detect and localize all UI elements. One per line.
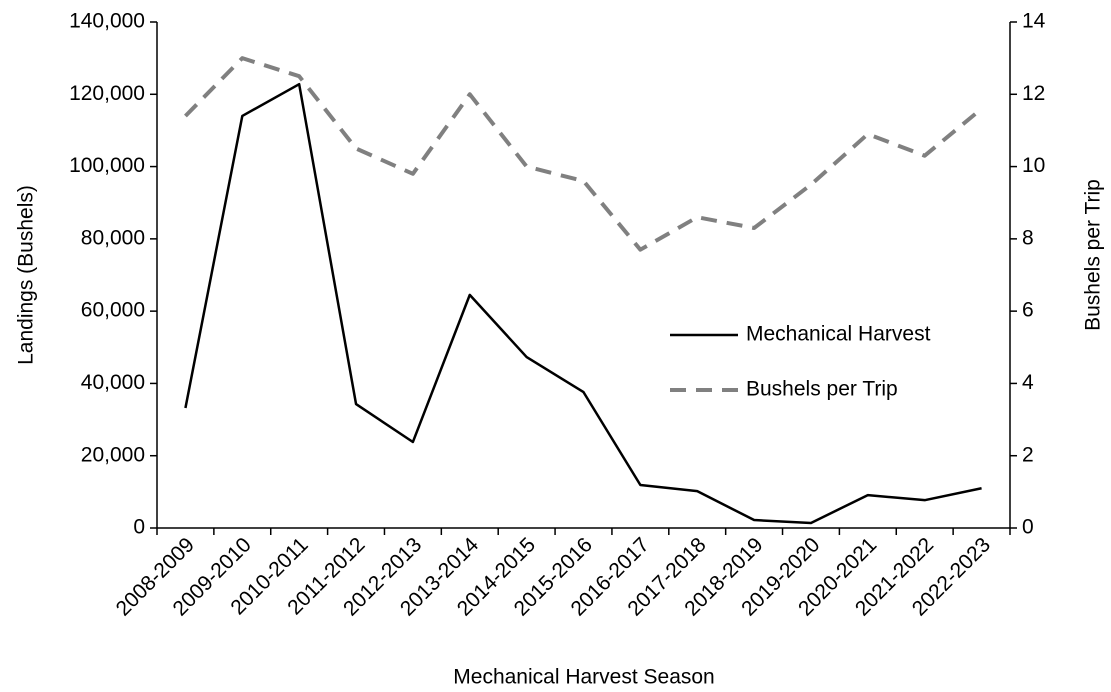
y2-tick-label: 12 bbox=[1022, 82, 1045, 105]
y-tick-label: 0 bbox=[133, 516, 145, 539]
y-tick-label: 120,000 bbox=[69, 82, 145, 105]
y2-tick-label: 6 bbox=[1022, 299, 1034, 322]
y2-axis-label: Bushels per Trip bbox=[1082, 179, 1105, 331]
y-axis-label: Landings (Bushels) bbox=[15, 185, 38, 365]
x-axis-label: Mechanical Harvest Season bbox=[453, 666, 714, 689]
legend-label: Mechanical Harvest bbox=[746, 323, 931, 346]
y2-tick-label: 0 bbox=[1022, 516, 1034, 539]
y2-tick-label: 10 bbox=[1022, 154, 1045, 177]
series-line bbox=[184, 56, 983, 252]
y2-tick-label: 2 bbox=[1022, 443, 1034, 466]
y-tick-label: 100,000 bbox=[69, 154, 145, 177]
y2-tick-label: 4 bbox=[1022, 371, 1034, 394]
y2-tick-label: 14 bbox=[1022, 10, 1046, 33]
y2-tick-label: 8 bbox=[1022, 226, 1034, 249]
y-tick-label: 80,000 bbox=[81, 226, 145, 249]
y-tick-label: 60,000 bbox=[81, 299, 145, 322]
legend-label: Bushels per Trip bbox=[746, 378, 898, 401]
y-tick-label: 20,000 bbox=[81, 443, 145, 466]
y-tick-label: 40,000 bbox=[81, 371, 145, 394]
y-tick-label: 140,000 bbox=[69, 10, 145, 33]
series-line bbox=[184, 82, 982, 525]
